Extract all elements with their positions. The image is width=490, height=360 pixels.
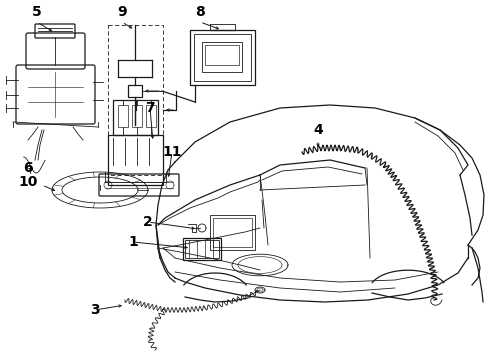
Text: 8: 8 bbox=[195, 5, 205, 19]
Text: 2: 2 bbox=[143, 215, 153, 229]
Text: 4: 4 bbox=[313, 123, 323, 137]
Text: 3: 3 bbox=[90, 303, 100, 317]
Bar bbox=[213, 218, 252, 247]
Text: 10: 10 bbox=[18, 175, 38, 189]
Bar bbox=[132, 105, 142, 127]
Text: 11: 11 bbox=[162, 145, 182, 159]
Bar bbox=[190, 30, 255, 85]
Bar bbox=[113, 100, 158, 135]
Bar bbox=[205, 45, 239, 65]
Text: 1: 1 bbox=[128, 235, 138, 249]
Text: 6: 6 bbox=[23, 161, 33, 175]
Text: 7: 7 bbox=[145, 101, 155, 115]
Bar bbox=[146, 105, 156, 127]
Bar bbox=[183, 238, 221, 260]
Text: 9: 9 bbox=[117, 5, 127, 19]
Bar bbox=[202, 42, 242, 72]
Bar bbox=[185, 240, 219, 258]
Bar bbox=[108, 135, 163, 185]
Bar bbox=[118, 105, 128, 127]
Bar bbox=[194, 34, 251, 81]
Bar bbox=[210, 215, 255, 250]
Bar bbox=[108, 25, 163, 175]
Text: 5: 5 bbox=[32, 5, 42, 19]
Bar bbox=[128, 85, 142, 97]
